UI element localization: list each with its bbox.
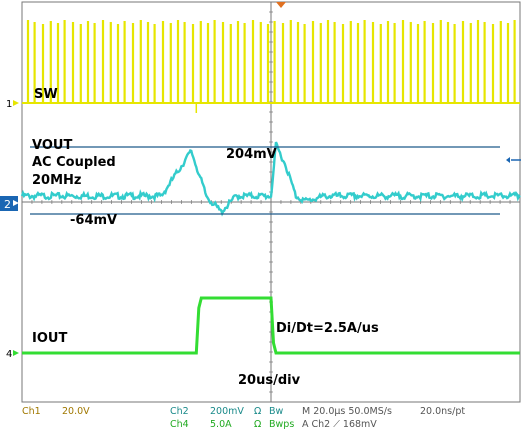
label-ac-coupled: AC Coupled — [32, 155, 116, 170]
label-bandwidth: 20MHz — [32, 173, 81, 188]
status-ch1-name: Ch1 — [22, 406, 41, 417]
trace-vout — [20, 141, 521, 217]
status-ch2-ohm: Ω — [254, 406, 261, 417]
svg-text:2: 2 — [4, 198, 11, 211]
svg-text:4: 4 — [6, 349, 12, 360]
channel-marker-2: 2 — [0, 196, 19, 211]
status-ch2-scale: 200mV — [210, 406, 244, 417]
trace-vout-line — [20, 141, 521, 217]
label-sw: SW — [34, 87, 58, 102]
status-ch4-ohm: Ω — [254, 419, 261, 430]
channel-marker-1: 1 — [6, 99, 19, 110]
annotation-204mv: 204mV — [226, 147, 277, 162]
status-timebase: M 20.0µs 50.0MS/s — [302, 406, 392, 417]
annotation-slew-rate: Di/Dt=2.5A/us — [276, 321, 379, 336]
status-trigger: A Ch2 ⟋ 168mV — [302, 419, 377, 430]
label-vout: VOUT — [32, 138, 72, 153]
trace-sw — [22, 20, 520, 113]
status-ch2-bw: Bw — [269, 406, 284, 417]
trace-iout — [22, 296, 520, 355]
annotation-timebase: 20us/div — [238, 373, 301, 388]
annotation-neg-64mv: -64mV — [70, 213, 117, 228]
channel-marker-4: 4 — [6, 349, 19, 360]
status-ch1-scale: 20.0V — [62, 406, 90, 417]
status-ch4-bw: Bwps — [269, 419, 294, 430]
status-ch2-name: Ch2 — [170, 406, 189, 417]
label-iout: IOUT — [32, 331, 67, 346]
trace-iout-line — [22, 296, 520, 355]
trigger-position-marker — [276, 2, 286, 8]
status-bar: Ch1 20.0V Ch2 200mV Ω Bw Ch4 5.0A Ω Bwps… — [22, 406, 465, 430]
graticule — [21, 1, 521, 403]
status-ch4-scale: 5.0A — [210, 419, 232, 430]
svg-text:1: 1 — [6, 99, 12, 110]
status-sample-interval: 20.0ns/pt — [420, 406, 465, 417]
trigger-level-marker — [506, 157, 521, 163]
traces — [20, 20, 521, 355]
cursor-lines — [30, 146, 500, 215]
status-ch4-name: Ch4 — [170, 419, 189, 430]
